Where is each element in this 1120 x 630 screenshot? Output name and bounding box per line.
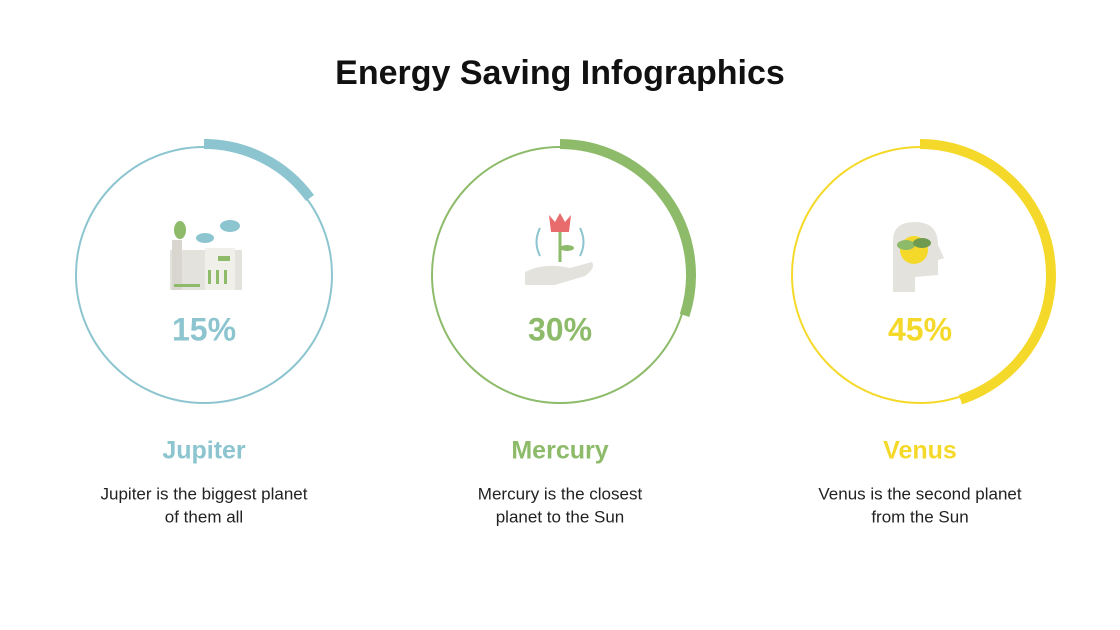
item-description: Jupiter is the biggest planet (101, 484, 308, 503)
head-icon (893, 222, 944, 292)
item-description: from the Sun (871, 507, 968, 526)
flower-icon (525, 213, 594, 285)
percent-label: 45% (888, 311, 952, 347)
item-description: planet to the Sun (496, 507, 625, 526)
item-description: Venus is the second planet (818, 484, 1021, 503)
title: Energy Saving Infographics (335, 54, 785, 92)
item-description: Mercury is the closest (478, 484, 643, 503)
percent-label: 30% (528, 311, 592, 347)
progress-arc (919, 139, 1056, 405)
progress-arc (203, 139, 315, 201)
factory-icon (170, 220, 242, 290)
item-description: of them all (165, 507, 243, 526)
item-name: Mercury (511, 437, 608, 465)
progress-arc (559, 139, 696, 318)
item-name: Jupiter (162, 437, 246, 465)
item-name: Venus (883, 437, 957, 465)
percent-label: 15% (172, 311, 236, 347)
